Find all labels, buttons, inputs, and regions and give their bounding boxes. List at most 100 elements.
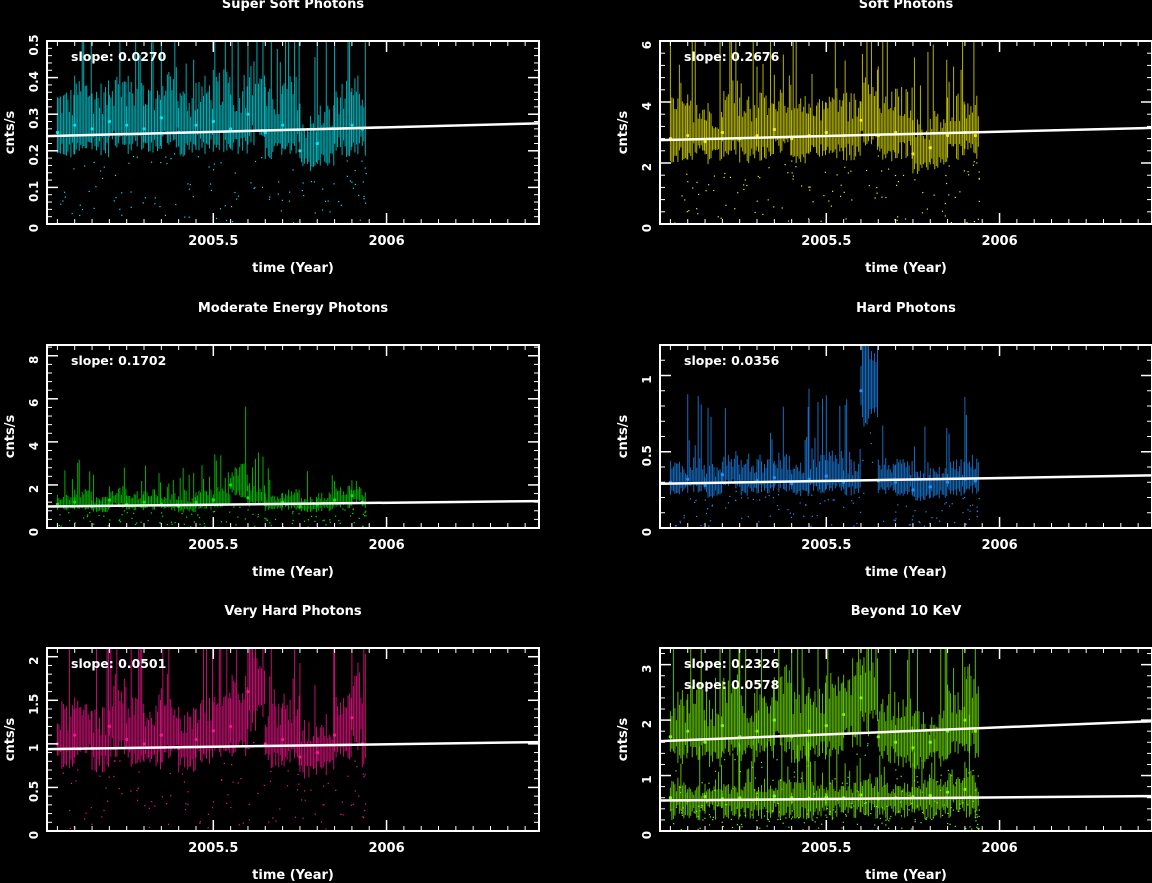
scatter-dot [68, 512, 70, 514]
scatter-dot [87, 514, 89, 516]
scatter-dot [747, 497, 749, 499]
y-tick-label: 4 [640, 102, 654, 110]
scatter-dot [731, 826, 734, 829]
scatter-dot [118, 519, 120, 522]
scatter-dot [86, 516, 89, 518]
scatter-dot [684, 199, 686, 201]
scatter-dot [973, 221, 975, 223]
x-tick-label: 2005.5 [801, 538, 851, 553]
scatter-dot [700, 525, 702, 527]
scatter-dot [787, 220, 790, 222]
scatter-dot [297, 773, 299, 776]
scatter-dot [365, 202, 367, 204]
scatter-dot [340, 204, 342, 206]
scatter-dot [701, 805, 703, 807]
y-tick-label: 2 [27, 485, 41, 493]
scatter-dot [354, 760, 356, 762]
scatter-dot [955, 782, 957, 784]
scatter-dot [843, 506, 845, 508]
scatter-dot [978, 171, 980, 173]
scatter-dot [123, 510, 125, 512]
scatter-dot [356, 766, 358, 768]
scatter-dot [681, 812, 683, 814]
scatter-dot [181, 773, 184, 775]
scatter-dot [895, 184, 898, 186]
scatter-dot [826, 816, 828, 818]
scatter-dot [803, 822, 805, 824]
scatter-dot [950, 806, 952, 809]
scatter-dot [277, 193, 279, 195]
scatter-dot [346, 175, 349, 177]
scatter-dot [766, 825, 768, 827]
y-tick-label: 0.1 [27, 181, 41, 202]
scatter-dot [693, 811, 695, 813]
scatter-dot [824, 171, 827, 173]
scatter-dot [341, 801, 343, 803]
scatter-dot [976, 510, 978, 512]
slope-label-1: slope: 0.0501 [71, 656, 166, 671]
scatter-dot [342, 814, 344, 816]
scatter-dot [865, 802, 867, 804]
scatter-dot [261, 186, 264, 188]
scatter-dot [705, 190, 707, 192]
scatter-dot [886, 805, 888, 807]
scatter-dot [694, 501, 696, 503]
scatter-dot [706, 508, 709, 510]
scatter-dot [976, 816, 978, 818]
scatter-dot [229, 511, 231, 513]
scatter-dot [121, 214, 123, 216]
scatter-dot [126, 512, 128, 514]
x-tick-label: 2005.5 [188, 234, 238, 249]
x-axis-label: time (Year) [865, 565, 947, 580]
scatter-dot [74, 522, 76, 524]
scatter-dot [713, 189, 715, 192]
scatter-dot [248, 803, 250, 806]
fit-line-1 [659, 474, 1152, 486]
scatter-dot [827, 499, 829, 501]
y-tick-label: 8 [27, 356, 41, 364]
scatter-dot [105, 787, 107, 789]
x-tick-label: 2005.5 [801, 234, 851, 249]
scatter-dot [818, 827, 820, 829]
scatter-dot [183, 781, 186, 783]
scatter-dot [359, 219, 361, 221]
scatter-dot [768, 494, 770, 497]
scatter-dot [773, 206, 775, 208]
scatter-dot [704, 499, 706, 501]
scatter-dot [335, 515, 337, 517]
scatter-dot [233, 506, 235, 508]
scatter-dot [159, 522, 161, 524]
y-tick-label: 0 [640, 224, 654, 232]
scatter-dot [170, 795, 172, 797]
scatter-dot [782, 822, 784, 824]
y-tick-label: 0.2 [27, 144, 41, 165]
scatter-dot [70, 782, 73, 785]
scatter-dot [941, 210, 944, 212]
scatter-dot [358, 517, 360, 519]
scatter-dot [265, 518, 267, 520]
scatter-dot [213, 163, 215, 165]
scatter-dot [829, 782, 831, 784]
scatter-dot [736, 824, 739, 826]
scatter-dot [350, 804, 353, 806]
scatter-dot [254, 525, 256, 527]
scatter-dot [263, 784, 265, 786]
scatter-dot [69, 809, 71, 812]
scatter-dot [779, 818, 782, 821]
scatter-dot [238, 824, 240, 826]
scatter-dot [936, 517, 938, 519]
scatter-dot [885, 824, 887, 826]
scatter-dot [358, 194, 360, 197]
scatter-dot [673, 823, 675, 825]
scatter-dot [79, 214, 81, 217]
scatter-dot [230, 206, 233, 208]
scatter-dot [199, 523, 201, 525]
scatter-dot [893, 519, 895, 521]
scatter-dot [721, 821, 723, 823]
scatter-dot [823, 195, 825, 197]
scatter-dot [133, 512, 135, 514]
x-axis-label: time (Year) [865, 868, 947, 883]
chart-title: Very Hard Photons [224, 604, 362, 619]
chart-panel-3: slope: 0.1702 0 2 4 6 8 2005.5 2006 Moderate Ene… [3, 301, 540, 580]
scatter-dot [189, 184, 191, 186]
